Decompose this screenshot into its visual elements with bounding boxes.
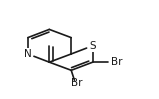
Text: N: N xyxy=(24,49,32,59)
Text: Br: Br xyxy=(111,57,122,67)
Text: Br: Br xyxy=(71,78,83,88)
Text: S: S xyxy=(89,41,96,51)
Text: S: S xyxy=(89,41,96,51)
Text: N: N xyxy=(24,49,32,59)
